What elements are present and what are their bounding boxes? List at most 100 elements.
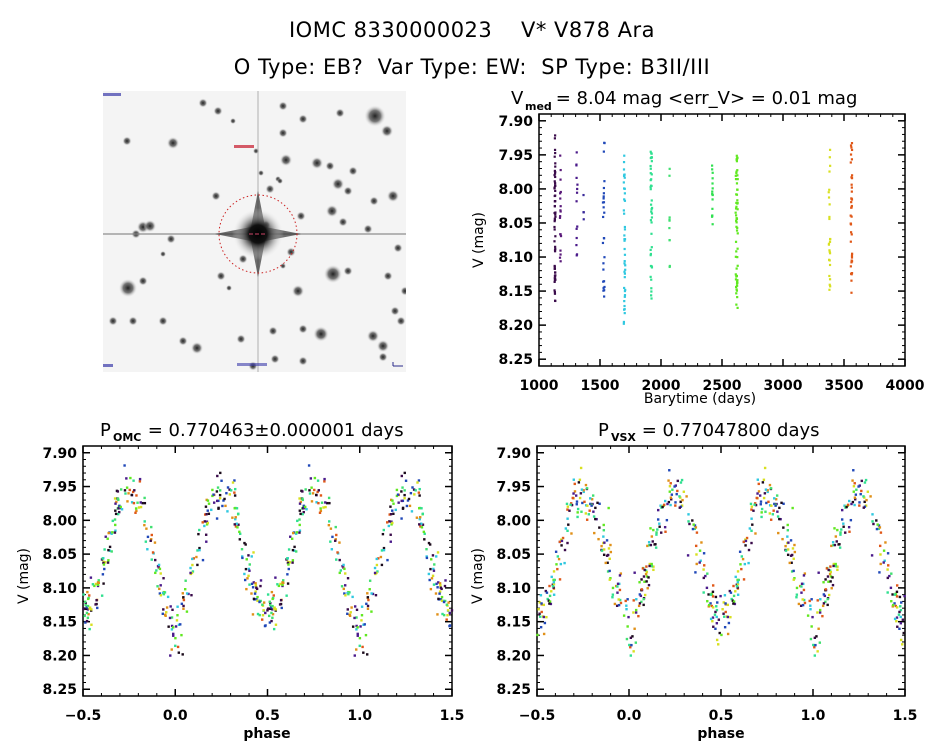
data-point bbox=[603, 141, 606, 144]
data-point bbox=[736, 178, 739, 181]
data-point bbox=[744, 544, 747, 547]
data-point bbox=[169, 654, 172, 657]
data-point bbox=[623, 154, 626, 157]
data-point bbox=[554, 245, 557, 248]
data-point bbox=[650, 294, 653, 297]
data-point bbox=[878, 544, 882, 548]
target-aperture-circle bbox=[218, 194, 298, 274]
data-point bbox=[869, 495, 872, 498]
data-point bbox=[374, 593, 378, 597]
data-point bbox=[702, 591, 705, 594]
data-point bbox=[575, 500, 579, 503]
data-point bbox=[162, 592, 166, 596]
data-point bbox=[692, 523, 695, 526]
data-point bbox=[711, 168, 714, 171]
data-point bbox=[622, 181, 625, 184]
data-point bbox=[711, 619, 714, 623]
data-point bbox=[828, 258, 831, 261]
data-point bbox=[301, 498, 305, 502]
data-point bbox=[236, 513, 240, 516]
data-point bbox=[735, 274, 738, 278]
data-point bbox=[410, 510, 414, 513]
data-point bbox=[717, 643, 720, 646]
data-point bbox=[129, 476, 132, 480]
data-point bbox=[375, 557, 378, 561]
data-point bbox=[117, 507, 120, 510]
data-point bbox=[602, 523, 605, 527]
data-point bbox=[113, 497, 117, 500]
y-tick-label: 8.15 bbox=[42, 615, 77, 631]
data-point bbox=[602, 201, 606, 204]
data-point bbox=[553, 200, 556, 203]
data-point bbox=[291, 559, 295, 562]
data-point bbox=[539, 615, 542, 618]
data-point bbox=[650, 156, 654, 159]
data-point bbox=[714, 610, 717, 614]
data-point bbox=[622, 322, 625, 325]
data-point bbox=[613, 602, 617, 606]
data-point bbox=[217, 499, 220, 503]
data-point bbox=[649, 203, 653, 206]
data-point bbox=[94, 582, 98, 586]
data-point bbox=[601, 241, 605, 245]
data-point bbox=[828, 215, 831, 219]
data-point bbox=[879, 531, 883, 534]
data-point bbox=[828, 288, 831, 291]
data-point bbox=[757, 482, 760, 486]
data-point bbox=[212, 493, 215, 496]
data-point bbox=[553, 274, 557, 278]
data-point bbox=[291, 548, 295, 552]
data-point bbox=[316, 479, 320, 482]
data-point bbox=[150, 533, 153, 537]
title-rest: = 0.77047800 days bbox=[636, 420, 820, 441]
data-point bbox=[829, 285, 832, 288]
data-point bbox=[143, 501, 147, 505]
data-point bbox=[740, 567, 743, 571]
data-point bbox=[893, 602, 896, 605]
data-point bbox=[552, 586, 555, 589]
data-point bbox=[603, 541, 606, 544]
data-point bbox=[750, 529, 753, 533]
data-point bbox=[439, 598, 443, 601]
data-point bbox=[433, 563, 436, 566]
data-point bbox=[130, 493, 134, 497]
data-point bbox=[591, 494, 595, 497]
data-point bbox=[789, 539, 793, 542]
data-point bbox=[138, 480, 142, 483]
data-point bbox=[834, 565, 838, 568]
data-point bbox=[335, 558, 338, 561]
data-point bbox=[538, 612, 541, 615]
data-point bbox=[120, 508, 124, 511]
data-point bbox=[849, 153, 853, 156]
data-point bbox=[553, 137, 556, 140]
data-point bbox=[351, 625, 355, 628]
data-point bbox=[893, 617, 897, 621]
data-point bbox=[211, 488, 214, 492]
data-point bbox=[643, 593, 647, 597]
data-point bbox=[667, 479, 670, 482]
data-point bbox=[614, 584, 618, 588]
data-point bbox=[653, 543, 656, 546]
data-point bbox=[123, 489, 127, 492]
data-point bbox=[308, 492, 312, 495]
data-point bbox=[715, 615, 718, 619]
data-point bbox=[248, 563, 251, 566]
data-point bbox=[666, 502, 669, 506]
background-star bbox=[376, 339, 390, 353]
data-point bbox=[234, 487, 237, 491]
data-point bbox=[836, 528, 839, 532]
data-point bbox=[736, 587, 740, 590]
data-point bbox=[594, 506, 597, 510]
data-point bbox=[274, 576, 277, 579]
data-point bbox=[401, 506, 405, 510]
data-point bbox=[882, 549, 886, 552]
data-point bbox=[791, 547, 795, 550]
data-point bbox=[421, 523, 425, 526]
data-point bbox=[647, 583, 651, 587]
data-point bbox=[771, 513, 775, 516]
data-point bbox=[781, 537, 784, 541]
data-point bbox=[710, 215, 714, 218]
data-point bbox=[118, 510, 121, 514]
data-point bbox=[850, 201, 853, 204]
data-point bbox=[211, 494, 214, 498]
